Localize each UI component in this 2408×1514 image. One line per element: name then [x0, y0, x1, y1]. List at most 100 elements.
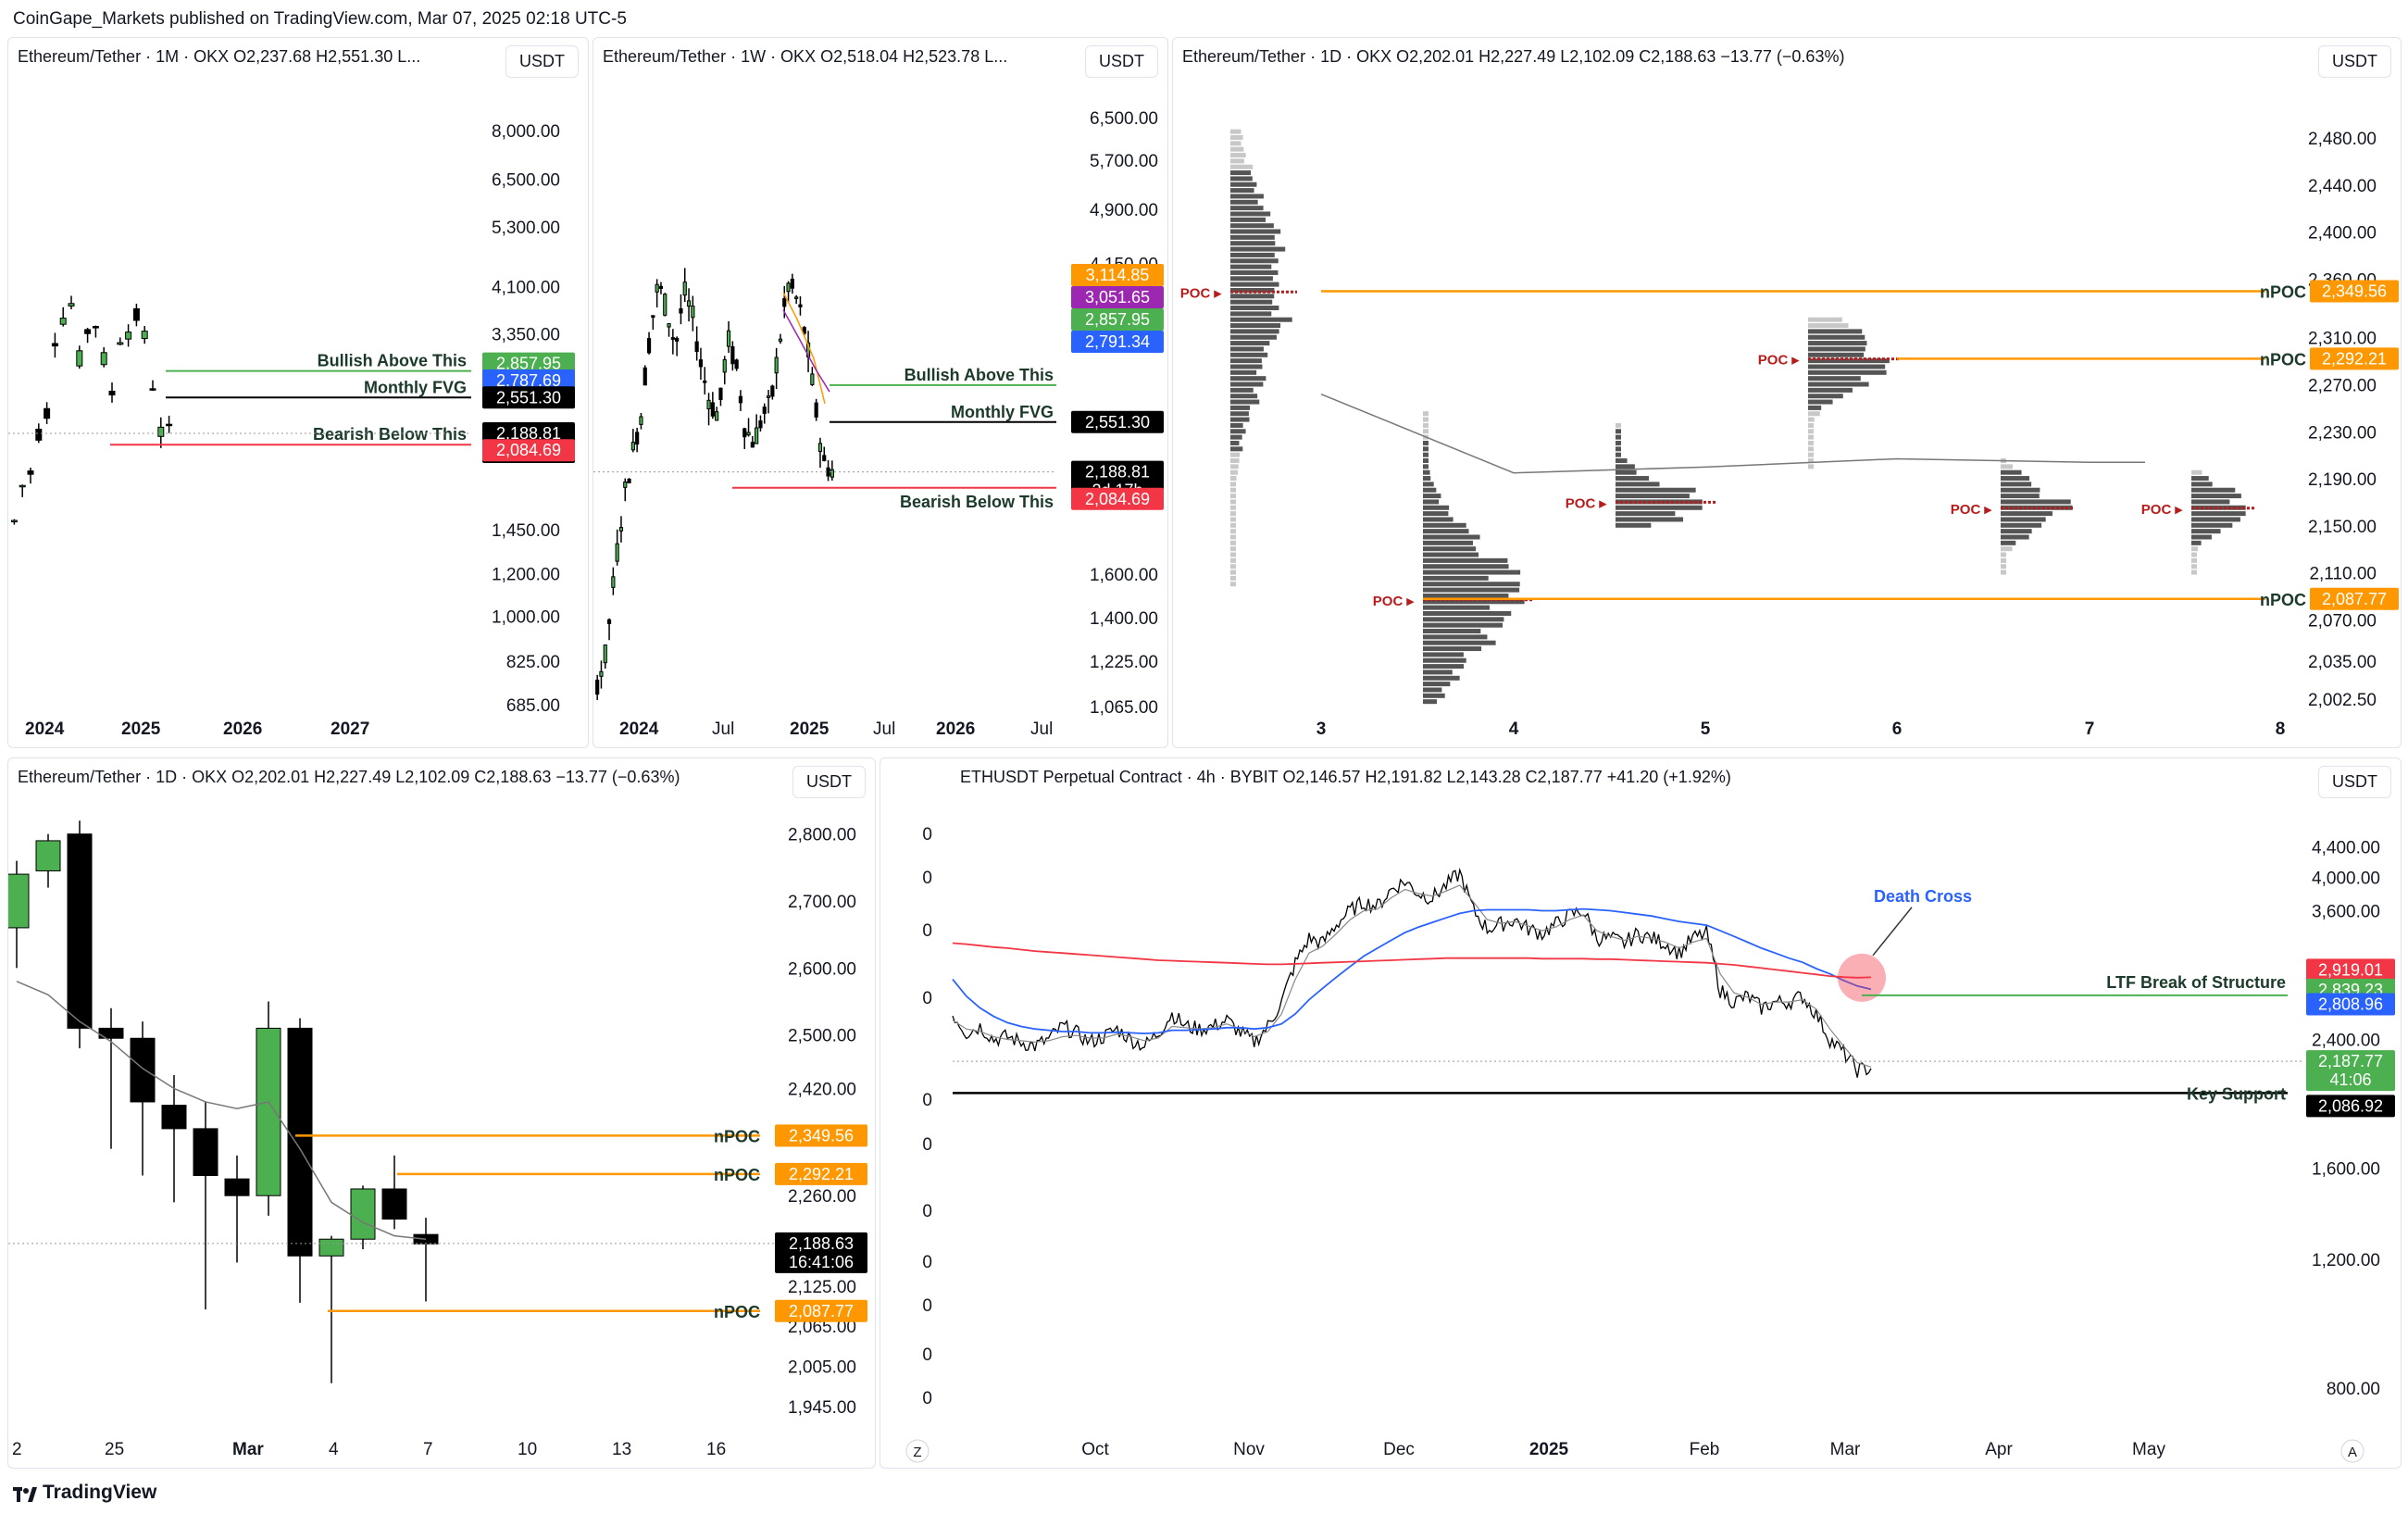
daily-chart-pane[interactable]: Ethereum/Tether · 1D · OKX O2,202.01 H2,… — [7, 757, 876, 1469]
symbol-legend: Ethereum/Tether · 1D · OKX O2,202.01 H2,… — [1182, 47, 1845, 66]
volume-profile-row — [2191, 476, 2209, 482]
x-axis-tick: Jul — [712, 719, 734, 739]
price-tag: 2,551.30 — [1085, 413, 1150, 432]
volume-profile-row — [1423, 417, 1429, 422]
key-support-label: Key Support — [2187, 1084, 2286, 1103]
volume-profile-row — [1230, 311, 1272, 317]
npoc-price-tag-bg — [775, 1162, 867, 1185]
last-price-tag-countdown: 16:41:06 — [789, 1253, 854, 1271]
volume-profile-row — [1423, 564, 1509, 569]
volume-profile-row — [1230, 529, 1236, 534]
price-tag-bg — [1071, 487, 1164, 510]
volume-profile-row — [1808, 422, 1814, 428]
volume-profile-row — [1616, 469, 1637, 475]
weekly-candle — [595, 679, 600, 695]
volume-profile-row — [2191, 569, 2197, 575]
volume-profile-row — [1230, 452, 1241, 457]
volume-profile-row — [1230, 306, 1279, 311]
volume-profile-row — [1230, 376, 1266, 382]
volume-profile-row — [1808, 382, 1869, 387]
volume-profile-row — [2001, 522, 2042, 528]
npoc-label: nPOC — [2260, 591, 2306, 609]
volume-profile-row — [1808, 352, 1865, 357]
volume-profile-row — [1230, 158, 1244, 164]
volume-profile-row — [1230, 264, 1272, 269]
monthly-candle — [108, 390, 116, 396]
x-axis-tick: 2024 — [619, 719, 659, 739]
npoc-price-tag-bg — [2310, 587, 2399, 610]
volume-profile-row — [1230, 469, 1239, 475]
volume-profile-row — [1616, 482, 1660, 487]
daily-candle — [35, 840, 61, 871]
volume-profile-row — [1230, 387, 1254, 393]
volume-profile-row — [1230, 569, 1236, 575]
volume-profile-chart-pane[interactable]: Ethereum/Tether · 1D · OKX O2,202.01 H2,… — [1172, 37, 2402, 748]
price-tag: 2,857.95 — [496, 355, 561, 373]
daily-chart-svg: 2,800.00 2,700.00 2,600.00 2,500.00 2,420.00… — [8, 820, 867, 1459]
volume-profile-row — [1423, 669, 1453, 675]
symbol-legend: Ethereum/Tether · 1W · OKX O2,518.04 H2,… — [603, 47, 1008, 66]
volume-profile-row — [1808, 369, 1887, 375]
volume-profile-row — [2001, 569, 2006, 575]
currency-button[interactable]: USDT — [505, 45, 579, 78]
poc-label: POC ▸ — [2141, 502, 2184, 518]
currency-button[interactable]: USDT — [1085, 45, 1158, 78]
volume-profile-row — [2001, 552, 2006, 557]
y-axis-tick: 3,600.00 — [2312, 902, 2380, 921]
weekly-candle — [691, 306, 695, 319]
volume-profile-row — [1230, 557, 1236, 563]
tradingview-logo-icon — [13, 1485, 37, 1502]
y-axis-tick: 3,350.00 — [492, 326, 560, 345]
volume-profile-row — [1230, 234, 1275, 240]
left-scale-tick: 0 — [922, 921, 932, 941]
daily-candle — [318, 1238, 344, 1257]
volume-profile-row — [1423, 529, 1469, 534]
volume-profile-row — [1616, 494, 1690, 499]
price-tag-bg — [482, 369, 575, 392]
level-label: Bullish Above This — [318, 352, 467, 370]
symbol-legend: Ethereum/Tether · 1M · OKX O2,237.68 H2,… — [18, 47, 421, 66]
volume-profile-row — [1230, 229, 1281, 234]
volume-profile-row — [1230, 446, 1243, 452]
volume-profile-row — [1423, 422, 1429, 428]
currency-button[interactable]: USDT — [792, 766, 866, 798]
weekly-candle — [655, 283, 659, 293]
y-axis-tick: 825.00 — [506, 653, 560, 672]
currency-button[interactable]: USDT — [2318, 45, 2391, 78]
npoc-price-tag: 2,292.21 — [2322, 349, 2387, 368]
volume-profile-row — [1423, 675, 1460, 681]
y-axis-tick: 6,500.00 — [492, 170, 560, 190]
volume-profile-row — [1230, 141, 1241, 146]
monthly-chart-pane[interactable]: Ethereum/Tether · 1M · OKX O2,237.68 H2,… — [7, 37, 589, 748]
h4-chart-pane[interactable]: ETHUSDT Perpetual Contract · 4h · BYBIT … — [880, 757, 2402, 1469]
volume-profile-row — [2001, 546, 2013, 552]
y-axis-tick: 2,065.00 — [788, 1318, 856, 1337]
weekly-candle — [730, 345, 735, 365]
weekly-chart-pane[interactable]: Ethereum/Tether · 1W · OKX O2,518.04 H2,… — [593, 37, 1168, 748]
currency-button[interactable]: USDT — [2318, 766, 2391, 798]
symbol-legend: Ethereum/Tether · 1D · OKX O2,202.01 H2,… — [18, 768, 680, 786]
daily-candle — [350, 1188, 376, 1240]
daily-candle — [224, 1178, 250, 1196]
volume-profile-row — [1808, 464, 1814, 469]
volume-profile-row — [1423, 682, 1451, 687]
y-axis-tick: 2,125.00 — [788, 1278, 856, 1297]
level-label: Bearish Below This — [900, 493, 1054, 511]
volume-profile-row — [1423, 469, 1430, 475]
weekly-candle — [703, 380, 707, 383]
volume-profile-row — [1423, 552, 1479, 557]
weekly-candle — [623, 482, 628, 488]
x-axis-tick: 2025 — [121, 719, 161, 739]
volume-profile-row — [1230, 582, 1236, 587]
y-axis-tick: 2,035.00 — [2308, 653, 2377, 672]
volume-profile-row — [1230, 176, 1253, 181]
y-axis-tick: 2,500.00 — [788, 1027, 856, 1046]
y-axis-tick: 1,200.00 — [492, 566, 560, 585]
y-axis-tick: 2,480.00 — [2308, 130, 2377, 149]
volume-profile-row — [1808, 405, 1822, 410]
volume-profile-row — [2001, 487, 2040, 493]
volume-profile-row — [1230, 494, 1236, 499]
volume-profile-row — [1423, 634, 1488, 640]
volume-profile-row — [1616, 487, 1696, 493]
short-moving-average — [952, 884, 1872, 1068]
